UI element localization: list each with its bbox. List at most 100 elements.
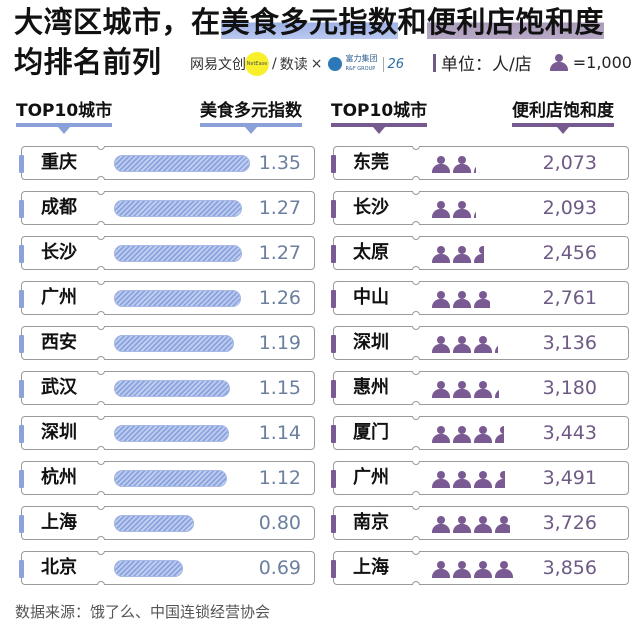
metric-value: 2,093 xyxy=(542,197,597,219)
person-icon xyxy=(474,156,476,173)
row-marker xyxy=(19,245,24,263)
title-highlight-store-saturation: 便利店饱和度 xyxy=(427,5,605,39)
person-icon xyxy=(453,426,471,443)
store-saturation-row: 中山 2,761 xyxy=(331,281,629,315)
city-name: 惠州 xyxy=(353,377,389,398)
row-notch xyxy=(97,401,105,405)
left-metric-header: 美食多元指数 xyxy=(200,96,302,134)
person-icon xyxy=(453,201,471,218)
row-notch xyxy=(97,581,105,585)
person-icon-bar xyxy=(432,201,476,218)
row-marker xyxy=(331,290,336,308)
row-marker xyxy=(19,515,24,533)
unit-divider xyxy=(433,53,436,72)
title-text: 和 xyxy=(397,5,428,39)
person-icon xyxy=(453,561,471,578)
person-icon xyxy=(432,291,450,308)
person-icon xyxy=(432,246,450,263)
credits-cross: × xyxy=(310,56,323,72)
metric-value: 2,073 xyxy=(542,152,597,174)
metric-value: 2,456 xyxy=(542,242,597,264)
row-notch xyxy=(97,551,105,555)
metric-value: 1.14 xyxy=(258,422,301,444)
city-name: 重庆 xyxy=(41,152,77,173)
row-notch xyxy=(97,446,105,450)
city-name: 成都 xyxy=(41,197,77,218)
person-icon-bar xyxy=(432,156,476,173)
row-notch xyxy=(412,326,420,330)
row-marker xyxy=(19,380,24,398)
person-icon xyxy=(453,516,471,533)
city-name: 长沙 xyxy=(41,242,77,263)
row-marker xyxy=(331,380,336,398)
row-notch xyxy=(412,536,420,540)
row-marker xyxy=(19,335,24,353)
netease-logo-icon: NetEase xyxy=(245,52,269,76)
row-notch xyxy=(412,416,420,420)
food-index-row: 武汉 1.15 xyxy=(19,371,315,405)
row-marker xyxy=(331,425,336,443)
metric-value: 3,856 xyxy=(542,557,597,579)
person-icon xyxy=(453,246,471,263)
person-icon-bar xyxy=(432,336,498,353)
city-name: 南京 xyxy=(353,512,389,533)
rf-group-logo-icon xyxy=(328,57,343,71)
person-icon xyxy=(474,291,490,308)
metric-value: 2,761 xyxy=(542,287,597,309)
store-saturation-row: 上海 3,856 xyxy=(331,551,629,585)
row-notch xyxy=(412,281,420,285)
row-marker xyxy=(19,560,24,578)
left-city-header: TOP10城市 xyxy=(16,96,113,134)
row-notch xyxy=(97,221,105,225)
person-icon xyxy=(474,561,492,578)
unit-legend: 单位：人/店 =1,000 xyxy=(433,50,632,75)
food-index-bar xyxy=(114,335,234,352)
person-icon xyxy=(474,381,492,398)
city-name: 武汉 xyxy=(41,377,77,398)
brand-netease: 网易文创 xyxy=(190,57,246,73)
store-saturation-row: 东莞 2,073 xyxy=(331,146,629,180)
store-saturation-row: 厦门 3,443 xyxy=(331,416,629,450)
row-notch xyxy=(97,266,105,270)
row-notch xyxy=(412,401,420,405)
metric-value: 3,491 xyxy=(542,467,597,489)
row-notch xyxy=(412,491,420,495)
food-index-bar xyxy=(114,245,242,262)
row-marker xyxy=(19,155,24,173)
person-icon xyxy=(453,336,471,353)
unit-label: 单位：人/店 xyxy=(441,55,532,75)
row-notch xyxy=(412,446,420,450)
food-index-bar xyxy=(114,380,230,397)
row-notch xyxy=(412,506,420,510)
store-saturation-row: 广州 3,491 xyxy=(331,461,629,495)
city-name: 杭州 xyxy=(41,467,77,488)
person-icon-bar xyxy=(432,471,505,488)
food-index-row: 杭州 1.12 xyxy=(19,461,315,495)
person-icon xyxy=(474,336,492,353)
row-notch xyxy=(412,311,420,315)
row-notch xyxy=(97,371,105,375)
metric-value: 1.27 xyxy=(258,197,301,219)
row-notch xyxy=(412,461,420,465)
city-name: 深圳 xyxy=(353,332,389,353)
food-index-row: 成都 1.27 xyxy=(19,191,315,225)
row-marker xyxy=(331,155,336,173)
row-notch xyxy=(97,326,105,330)
brand-rf-group: 富力集团 R&F GROUP xyxy=(345,54,378,72)
row-notch xyxy=(97,506,105,510)
food-index-row: 重庆 1.35 xyxy=(19,146,315,180)
metric-value: 1.12 xyxy=(258,467,301,489)
food-index-bar xyxy=(114,560,183,577)
metric-value: 3,180 xyxy=(542,377,597,399)
row-notch xyxy=(412,236,420,240)
title-text: 大湾区城市，在 xyxy=(14,5,221,39)
row-marker xyxy=(19,290,24,308)
metric-value: 1.35 xyxy=(258,152,301,174)
store-saturation-row: 惠州 3,180 xyxy=(331,371,629,405)
city-name: 上海 xyxy=(353,557,389,578)
food-index-bar xyxy=(114,200,242,217)
food-index-row: 深圳 1.14 xyxy=(19,416,315,450)
store-saturation-row: 长沙 2,093 xyxy=(331,191,629,225)
row-notch xyxy=(412,191,420,195)
city-name: 东莞 xyxy=(353,152,389,173)
